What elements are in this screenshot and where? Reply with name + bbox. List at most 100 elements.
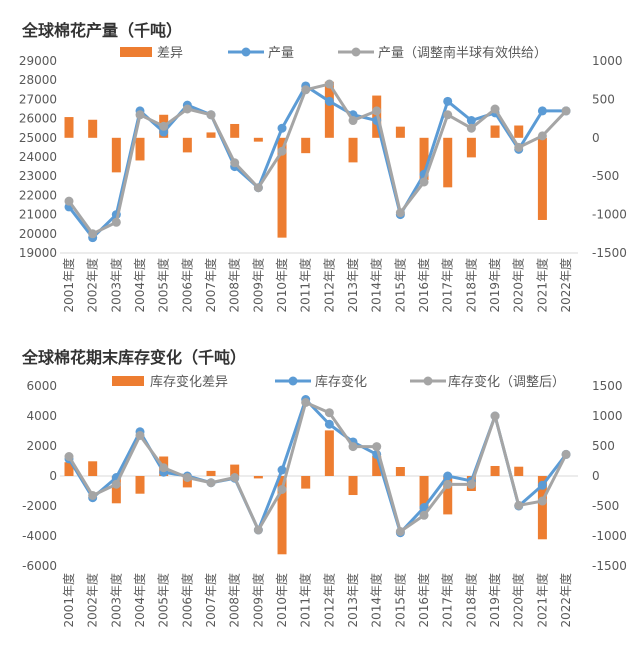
chart-1-title: 全球棉花产量（千吨） xyxy=(22,21,183,40)
point-2012年度 xyxy=(324,79,334,89)
category-label: 2002年度 xyxy=(85,573,100,628)
bar-2015年度 xyxy=(395,126,405,138)
category-label: 2006年度 xyxy=(179,258,194,313)
point-2020年度 xyxy=(514,142,524,152)
bar-2007年度 xyxy=(206,470,216,476)
right-tick-label: 500 xyxy=(592,92,615,106)
category-label: 2016年度 xyxy=(416,573,431,628)
category-label: 2011年度 xyxy=(298,258,313,313)
bar-2010年度 xyxy=(277,137,287,238)
series-line-2 xyxy=(67,82,568,236)
bar-2008年度 xyxy=(230,464,240,476)
point-2010年度 xyxy=(277,485,287,494)
bar-2018年度 xyxy=(466,137,476,158)
bar-2009年度 xyxy=(253,137,263,142)
right-tick-label: 1500 xyxy=(592,379,623,393)
category-label: 2010年度 xyxy=(274,573,289,628)
point-2013年度 xyxy=(348,116,358,126)
category-label: 2019年度 xyxy=(487,258,502,313)
category-label: 2007年度 xyxy=(203,573,218,628)
category-label: 2017年度 xyxy=(440,573,455,628)
point-2009年度 xyxy=(253,525,263,535)
bar-2020年度 xyxy=(514,466,524,476)
bar-2017年度 xyxy=(443,476,453,515)
category-label: 2005年度 xyxy=(156,573,171,628)
category-label: 2010年度 xyxy=(274,258,289,313)
point-2010年度 xyxy=(277,123,287,133)
point-2013年度 xyxy=(348,442,358,452)
left-tick-label: 29000 xyxy=(19,54,57,68)
point-2019年度 xyxy=(490,411,500,421)
category-label: 2004年度 xyxy=(132,258,147,313)
right-tick-label: -1000 xyxy=(592,529,627,543)
right-tick-label: -1000 xyxy=(592,208,627,222)
point-2008年度 xyxy=(230,473,240,482)
bar-2012年度 xyxy=(324,430,334,476)
point-2001年度 xyxy=(64,452,74,461)
category-label: 2018年度 xyxy=(463,573,478,628)
right-tick-label: 1000 xyxy=(592,409,623,423)
point-2017年度 xyxy=(443,96,453,106)
bar-2012年度 xyxy=(324,81,334,138)
category-label: 2020年度 xyxy=(511,573,526,628)
point-2016年度 xyxy=(419,503,429,512)
left-tick-label: -2000 xyxy=(22,499,57,513)
left-tick-label: 19000 xyxy=(19,246,57,260)
point-2005年度 xyxy=(159,121,169,131)
point-2002年度 xyxy=(88,229,98,239)
point-2002年度 xyxy=(88,491,98,500)
bar-2014年度 xyxy=(372,455,382,476)
bar-2010年度 xyxy=(277,476,287,555)
chart-1: 29000 28000 27000 26000 25000 24000 23000 22000… xyxy=(19,45,627,313)
left-tick-label: -4000 xyxy=(22,529,57,543)
point-2004年度 xyxy=(135,110,145,120)
left-tick-label: 25000 xyxy=(19,131,57,145)
bar-2019年度 xyxy=(490,465,500,476)
right-tick-label: 1000 xyxy=(592,54,623,68)
category-label: 2016年度 xyxy=(416,258,431,313)
category-label: 2020年度 xyxy=(511,258,526,313)
point-2016年度 xyxy=(419,510,429,520)
category-label: 2015年度 xyxy=(392,258,407,313)
left-tick-label: 28000 xyxy=(19,73,57,87)
series-line-2 xyxy=(67,401,568,533)
bar-2001年度 xyxy=(64,462,74,476)
point-2003年度 xyxy=(111,217,121,227)
category-label: 2012年度 xyxy=(321,258,336,313)
bar-2020年度 xyxy=(514,125,524,138)
category-label: 2011年度 xyxy=(298,573,313,628)
point-2004年度 xyxy=(135,431,145,440)
category-label: 2008年度 xyxy=(227,258,242,313)
bar-2011年度 xyxy=(301,476,311,489)
legend-bar-swatch xyxy=(112,376,144,386)
point-2011年度 xyxy=(301,85,311,95)
point-2011年度 xyxy=(301,398,311,407)
left-tick-label: 27000 xyxy=(19,92,57,106)
point-2017年度 xyxy=(443,479,453,489)
point-2021年度 xyxy=(537,131,547,141)
legend-label: 产量（调整南半球有效供给） xyxy=(378,45,547,61)
left-tick-label: 20000 xyxy=(19,227,57,241)
legend-label: 差异 xyxy=(157,46,183,61)
category-label: 2017年度 xyxy=(440,258,455,313)
right-tick-label: -1500 xyxy=(592,246,627,260)
left-tick-label: 22000 xyxy=(19,188,57,202)
bar-2003年度 xyxy=(111,476,121,504)
legend-marker xyxy=(288,376,298,386)
point-2003年度 xyxy=(111,479,121,489)
point-2016年度 xyxy=(419,177,429,187)
legend-label: 库存变化 xyxy=(315,374,367,390)
left-tick-label: 2000 xyxy=(26,439,57,453)
legend-marker xyxy=(351,47,361,57)
bar-2009年度 xyxy=(253,476,263,479)
category-label: 2014年度 xyxy=(369,573,384,628)
category-label: 2021年度 xyxy=(534,573,549,628)
point-2022年度 xyxy=(561,106,571,116)
category-label: 2021年度 xyxy=(534,258,549,313)
bar-2017年度 xyxy=(443,137,453,188)
bar-2007年度 xyxy=(206,132,216,138)
category-label: 2019年度 xyxy=(487,573,502,628)
left-tick-label: 4000 xyxy=(26,409,57,423)
bar-2021年度 xyxy=(537,476,547,540)
category-label: 2004年度 xyxy=(132,573,147,628)
